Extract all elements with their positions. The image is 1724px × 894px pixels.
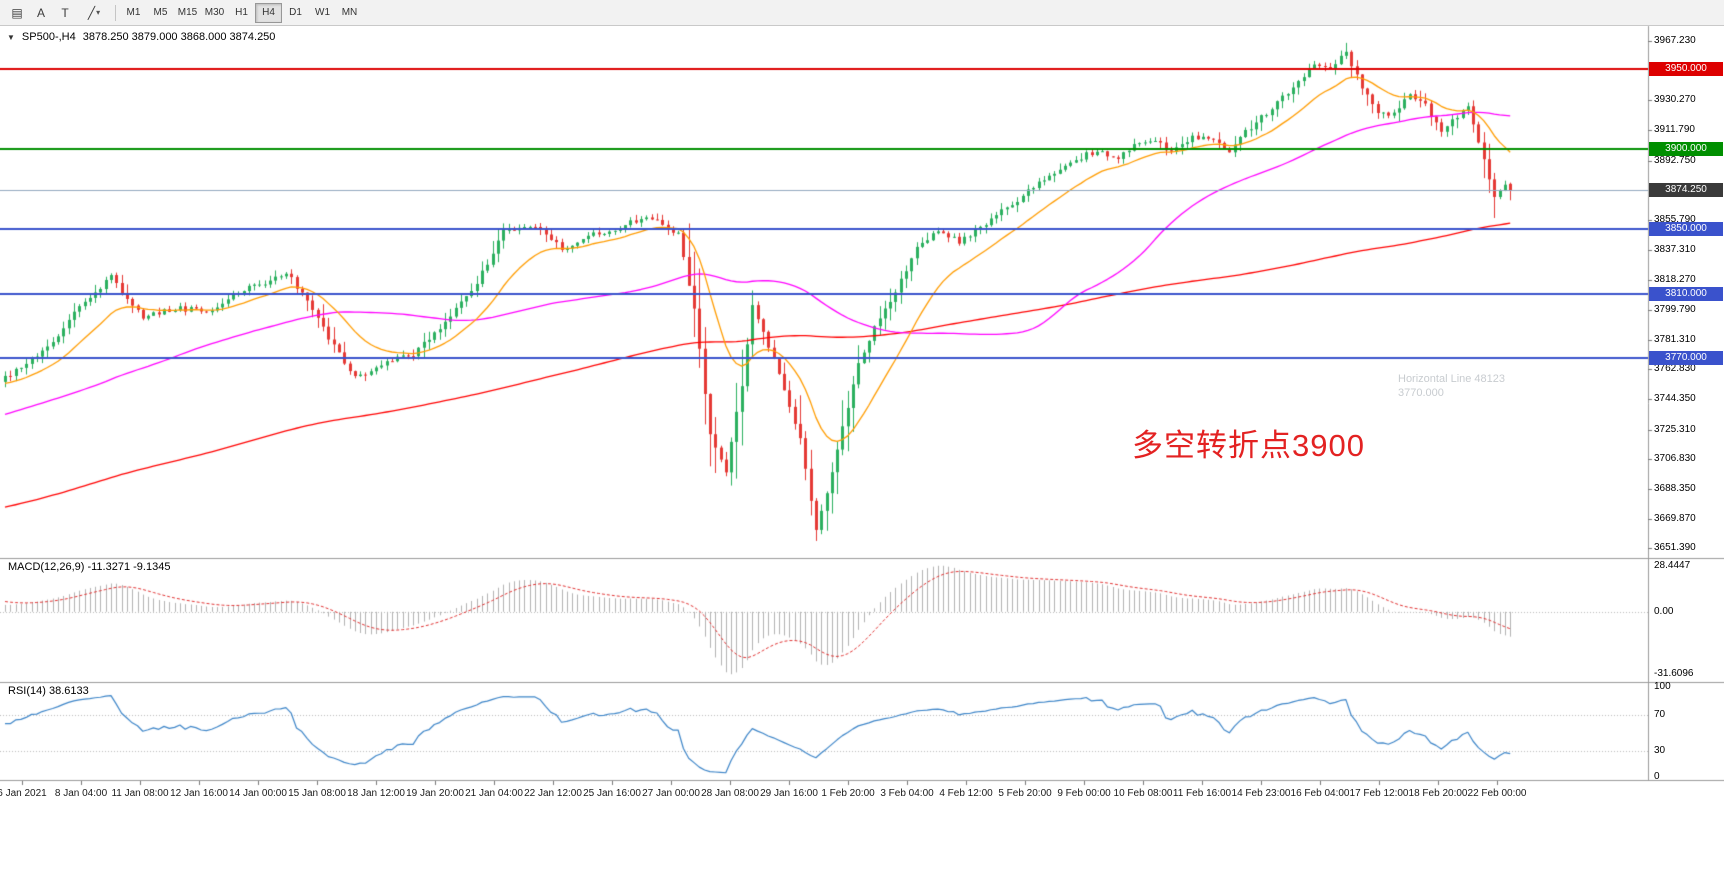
time-axis-label: 12 Jan 16:00 [170, 788, 228, 799]
tooltip-line-1: Horizontal Line 48123 [1398, 373, 1506, 385]
price-tick-label: 3744.350 [1654, 392, 1696, 404]
time-axis-label: 1 Feb 20:00 [821, 788, 875, 799]
time-axis-label: 11 Feb 16:00 [1172, 788, 1232, 799]
time-axis-label: 10 Feb 08:00 [1113, 788, 1173, 799]
price-axis[interactable]: 3967.230 3930.270 3911.790 3892.750 3855.790… [1649, 0, 1724, 812]
time-axis-label: 15 Jan 08:00 [288, 788, 346, 799]
timeframe-button-mn[interactable]: MN [341, 7, 358, 18]
price-tick-label: 3911.790 [1654, 123, 1695, 135]
hline-price-tag: 3770.000 [1649, 350, 1723, 365]
timeframe-button-w1[interactable]: W1 [315, 7, 330, 18]
timeframe-button-m5[interactable]: M5 [153, 7, 168, 18]
hline-price-tag: 3810.000 [1649, 286, 1723, 301]
macd-label: MACD(12,26,9) -11.3271 -9.1345 [8, 561, 171, 573]
price-tick-label: 3651.390 [1654, 542, 1696, 554]
time-axis-label: 4 Feb 12:00 [939, 788, 993, 799]
time-axis-label: 6 Jan 2021 [0, 788, 47, 799]
time-axis-label: 28 Jan 08:00 [701, 788, 759, 799]
chart-title: ▼ SP500-,H4 3878.250 3879.000 3868.000 3… [7, 31, 275, 43]
time-axis-label: 19 Jan 20:00 [406, 788, 464, 799]
price-tick-label: 3669.870 [1654, 512, 1696, 524]
charts-grid-glyph: ▤ [11, 5, 23, 20]
hline-price-tag: 3850.000 [1649, 222, 1723, 237]
indicator-axis-label: 0.00 [1654, 605, 1674, 617]
hline-price-tag: 3900.000 [1649, 141, 1723, 156]
tooltip-line-2: 3770.000 [1398, 387, 1444, 399]
time-axis-label: 9 Feb 00:00 [1057, 788, 1111, 799]
timeframe-button-m30[interactable]: M30 [204, 7, 225, 18]
chart-symbol-period: SP500-,H4 [21, 31, 76, 43]
price-tick-label: 3781.310 [1654, 333, 1696, 345]
time-axis[interactable]: 6 Jan 2021 8 Jan 04:00 11 Jan 08:00 12 Jan … [0, 780, 1648, 814]
price-tick-label: 3762.830 [1654, 363, 1696, 375]
text-box-glyph: T [61, 5, 69, 20]
indicator-axis-label: -31.6096 [1654, 668, 1694, 679]
timeframe-button-d1[interactable]: D1 [289, 7, 302, 18]
time-axis-label: 18 Jan 12:00 [347, 788, 405, 799]
current-price-tag: 3874.250 [1649, 183, 1723, 198]
text-label-tool-button[interactable]: A [29, 3, 53, 23]
time-axis-label: 17 Feb 12:00 [1349, 788, 1409, 799]
chevron-down-icon: ▾ [96, 8, 101, 17]
price-tick-label: 3892.750 [1654, 154, 1696, 166]
price-tick-label: 3930.270 [1654, 94, 1696, 106]
indicator-axis-label: 70 [1654, 709, 1666, 720]
toolbar-separator [115, 4, 116, 21]
indicator-axis-label: 28.4447 [1654, 560, 1691, 571]
chart-dropdown-icon[interactable]: ▼ [7, 32, 15, 42]
indicator-axis-label: 30 [1654, 745, 1666, 756]
price-tick-label: 3688.350 [1654, 482, 1696, 494]
time-axis-label: 5 Feb 20:00 [998, 788, 1052, 799]
charts-grid-icon[interactable]: ▤ [5, 3, 29, 23]
price-tick-label: 3855.790 [1654, 213, 1696, 225]
chart-ohlc-values: 3878.250 3879.000 3868.000 3874.250 [82, 31, 276, 43]
time-axis-label: 3 Feb 04:00 [880, 788, 934, 799]
time-axis-label: 22 Feb 00:00 [1467, 788, 1527, 799]
text-box-tool-button[interactable]: T [53, 3, 77, 23]
indicator-axis-label: 0 [1654, 771, 1660, 782]
text-label-glyph: A [36, 5, 45, 20]
timeframe-button-m15[interactable]: M15 [177, 7, 198, 18]
hline-price-tag: 3950.000 [1649, 61, 1723, 76]
time-axis-label: 8 Jan 04:00 [54, 788, 108, 799]
timeframe-button-m1[interactable]: M1 [126, 7, 141, 18]
toolbar: ▤ A T ╱ ▾ M1 M5 M15 M30 H1 H4 D1 W1 MN [0, 0, 1724, 26]
time-axis-label: 16 Feb 04:00 [1290, 788, 1350, 799]
price-tick-label: 3799.790 [1654, 303, 1696, 315]
timeframe-button-h1[interactable]: H1 [235, 7, 248, 18]
line-tool-button[interactable]: ╱ ▾ [77, 3, 111, 23]
chart-annotation[interactable]: 多空转折点3900 [1132, 428, 1365, 463]
time-axis-label: 25 Jan 16:00 [583, 788, 641, 799]
line-tool-icon: ╱ [87, 5, 96, 20]
time-axis-label: 21 Jan 04:00 [465, 788, 523, 799]
timeframe-button-h4[interactable]: H4 [255, 2, 282, 23]
price-tick-label: 3967.230 [1654, 34, 1696, 46]
object-tooltip: Horizontal Line 48123 3770.000 [1398, 372, 1505, 400]
price-tick-label: 3818.270 [1654, 274, 1696, 286]
price-tick-label: 3706.830 [1654, 453, 1696, 465]
timeframes-toolbar: M1 M5 M15 M30 H1 H4 D1 W1 MN [120, 2, 363, 23]
price-tick-label: 3725.310 [1654, 423, 1696, 435]
rsi-label: RSI(14) 38.6133 [8, 685, 89, 697]
time-axis-label: 14 Feb 23:00 [1231, 788, 1291, 799]
time-axis-label: 18 Feb 20:00 [1408, 788, 1468, 799]
time-axis-label: 22 Jan 12:00 [524, 788, 582, 799]
price-tick-label: 3837.310 [1654, 243, 1696, 255]
indicator-axis-label: 100 [1654, 681, 1671, 692]
time-axis-label: 14 Jan 00:00 [229, 788, 287, 799]
time-axis-label: 29 Jan 16:00 [760, 788, 818, 799]
time-axis-label: 27 Jan 00:00 [642, 788, 700, 799]
time-axis-label: 11 Jan 08:00 [111, 788, 169, 799]
